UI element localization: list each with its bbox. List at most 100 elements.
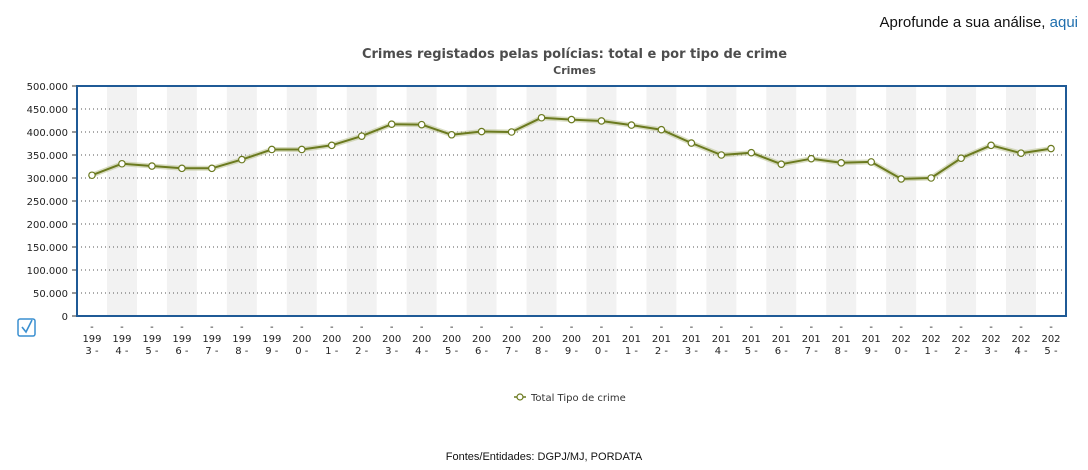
data-point — [687, 139, 696, 147]
x-tick-label: - — [750, 322, 754, 333]
x-tick-label: - — [450, 322, 454, 333]
data-point — [897, 175, 905, 183]
x-tick-label: - — [779, 322, 783, 333]
data-point — [357, 132, 366, 140]
x-tick-label: 200 — [292, 334, 311, 345]
data-point — [537, 113, 546, 122]
x-tick-label: 7 - — [805, 346, 819, 357]
checkmark-icon — [21, 319, 33, 334]
y-tick-label: 0 — [62, 312, 68, 323]
x-tick-label: 201 — [652, 334, 671, 345]
y-tick-label: 200.000 — [27, 220, 68, 231]
x-tick-label: 6 - — [475, 346, 489, 357]
x-tick-label: 9 - — [265, 346, 279, 357]
x-tick-label: 3 - — [984, 346, 998, 357]
x-tick-label: 1 - — [925, 346, 939, 357]
data-point — [657, 125, 666, 134]
x-tick-label: 5 - — [145, 346, 159, 357]
x-tick-label: 4 - — [415, 346, 429, 357]
deep-analysis-link[interactable]: aqui — [1049, 14, 1078, 31]
x-tick-label: - — [390, 322, 394, 333]
x-tick-label: 200 — [352, 334, 371, 345]
data-point — [1047, 144, 1055, 153]
x-tick-label: 8 - — [235, 346, 249, 357]
x-tick-label: 200 — [442, 334, 461, 345]
data-point — [957, 154, 965, 163]
y-tick-label: 350.000 — [27, 151, 68, 162]
x-tick-label: 9 - — [865, 346, 879, 357]
x-tick-label: - — [90, 322, 94, 333]
checkbox-icon[interactable] — [17, 318, 36, 337]
x-tick-label: - — [720, 322, 724, 333]
data-point — [717, 151, 726, 159]
x-tick-label: 201 — [832, 334, 851, 345]
x-tick-label: - — [1049, 322, 1053, 333]
x-tick-label: 0 - — [295, 346, 309, 357]
x-tick-label: - — [929, 322, 933, 333]
y-tick-label: 450.000 — [27, 105, 68, 116]
data-point — [417, 120, 426, 129]
x-tick-label: 202 — [892, 334, 911, 345]
x-tick-label: - — [300, 322, 304, 333]
data-point — [927, 174, 935, 182]
data-point — [867, 158, 875, 166]
x-tick-label: 201 — [712, 334, 731, 345]
x-tick-label: 8 - — [535, 346, 549, 357]
y-tick-label: 300.000 — [27, 174, 68, 185]
x-tick-label: - — [600, 322, 604, 333]
x-tick-label: 4 - — [115, 346, 129, 357]
x-tick-label: 1 - — [325, 346, 339, 357]
x-tick-label: - — [360, 322, 364, 333]
x-tick-label: 2 - — [955, 346, 969, 357]
data-source: Fontes/Entidades: DGPJ/MJ, PORDATA — [445, 451, 643, 463]
x-tick-label: 201 — [802, 334, 821, 345]
data-point — [148, 162, 156, 170]
x-tick-label: 1 - — [625, 346, 639, 357]
x-tick-label: 0 - — [895, 346, 909, 357]
x-tick-label: 7 - — [205, 346, 219, 357]
x-tick-label: 5 - — [445, 346, 459, 357]
x-tick-label: 2 - — [655, 346, 669, 357]
data-point — [627, 121, 636, 129]
data-point — [837, 159, 846, 167]
data-point — [807, 154, 816, 163]
x-tick-label: 202 — [922, 334, 941, 345]
x-tick-label: 200 — [562, 334, 581, 345]
x-tick-label: - — [270, 322, 274, 333]
x-tick-label: 202 — [952, 334, 971, 345]
x-tick-label: 6 - — [775, 346, 789, 357]
x-tick-label: - — [480, 322, 484, 333]
x-tick-label: 202 — [1041, 334, 1060, 345]
data-point — [1017, 149, 1025, 157]
x-tick-label: 200 — [472, 334, 491, 345]
y-tick-label: 50.000 — [33, 289, 68, 300]
legend-label: Total Tipo de crime — [530, 393, 626, 404]
x-tick-label: 201 — [742, 334, 761, 345]
x-tick-label: 0 - — [595, 346, 609, 357]
x-tick-label: 2 - — [355, 346, 369, 357]
x-tick-label: 199 — [142, 334, 161, 345]
x-tick-label: - — [839, 322, 843, 333]
plot-frame — [76, 85, 1067, 317]
data-point — [597, 117, 606, 125]
x-tick-label: 201 — [622, 334, 641, 345]
x-tick-label: 5 - — [745, 346, 759, 357]
x-tick-label: 201 — [592, 334, 611, 345]
data-point — [88, 171, 96, 180]
y-tick-label: 500.000 — [27, 82, 68, 93]
x-tick-label: 199 — [232, 334, 251, 345]
x-tick-label: - — [1019, 322, 1023, 333]
x-tick-label: - — [180, 322, 184, 333]
data-point — [297, 145, 306, 154]
x-tick-label: 200 — [502, 334, 521, 345]
x-tick-label: 9 - — [565, 346, 579, 357]
x-tick-label: - — [690, 322, 694, 333]
data-point — [987, 141, 995, 150]
chart-subtitle: Crimes — [553, 64, 596, 77]
x-tick-label: - — [210, 322, 214, 333]
x-tick-label: 3 - — [385, 346, 399, 357]
data-point — [747, 148, 756, 157]
x-tick-label: - — [330, 322, 334, 333]
x-tick-label: 202 — [1011, 334, 1030, 345]
